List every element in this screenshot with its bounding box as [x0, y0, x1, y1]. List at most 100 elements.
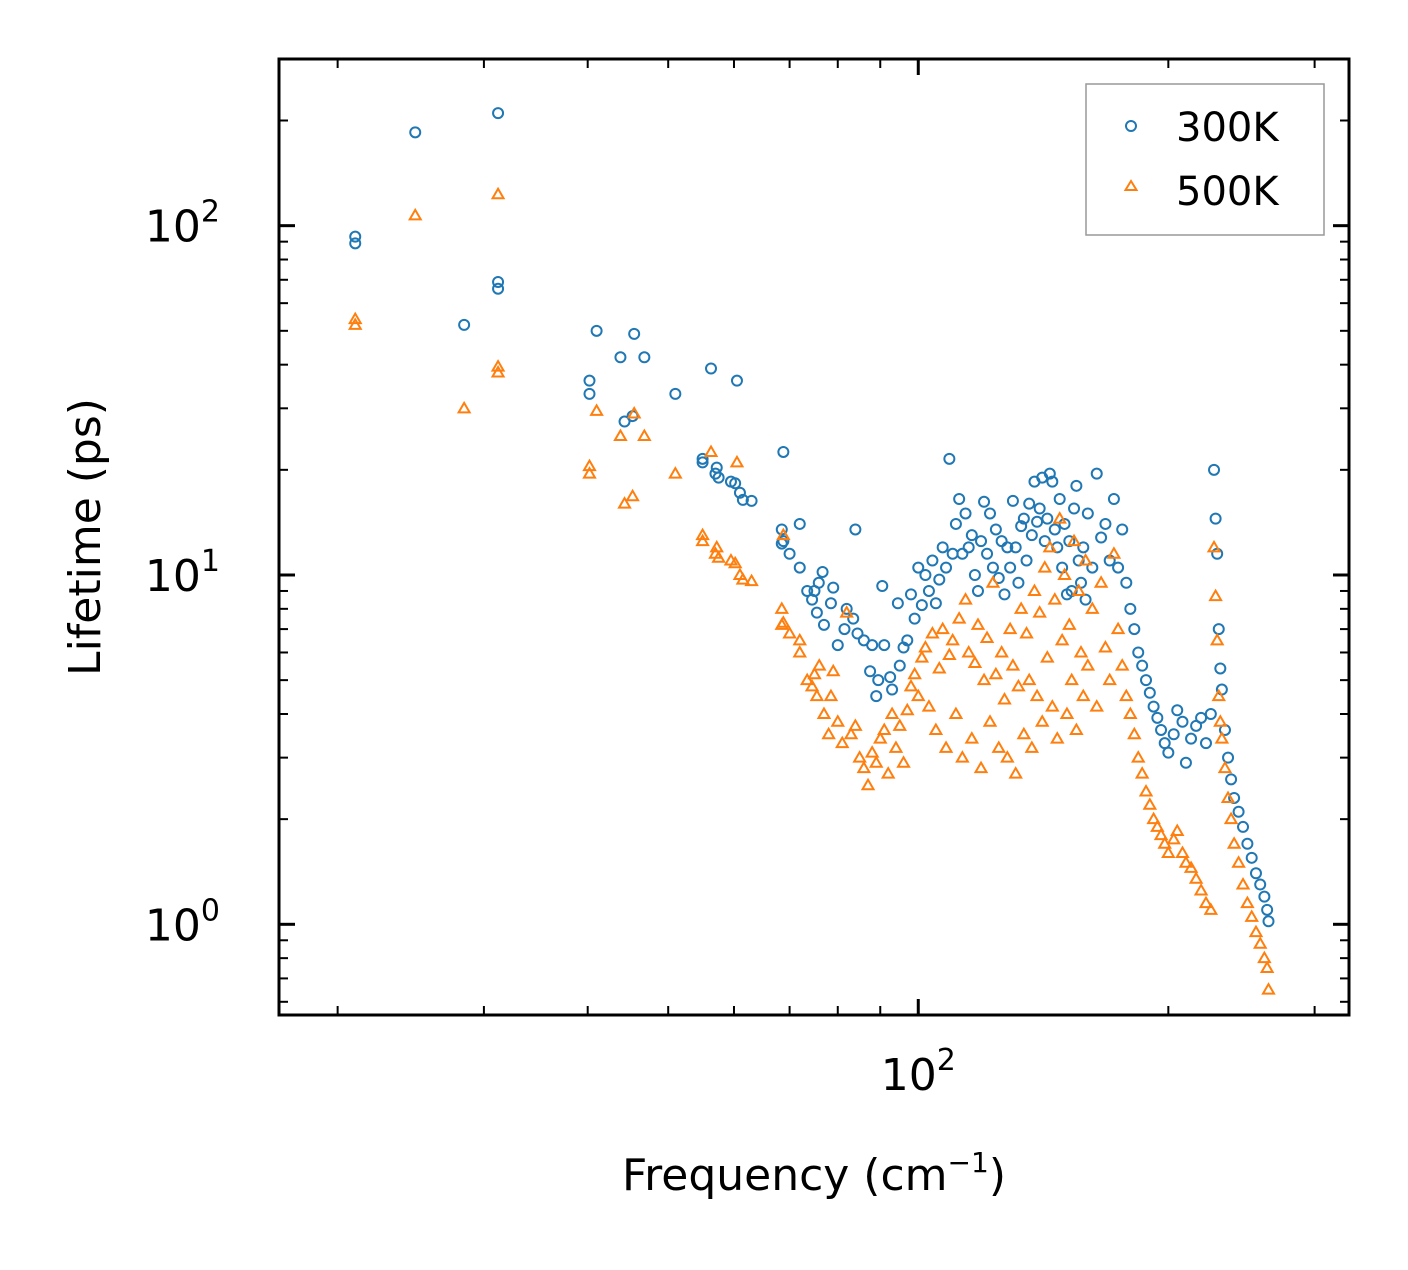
point-500k	[637, 428, 652, 441]
point-500k	[1029, 688, 1045, 702]
point-500k	[782, 625, 797, 639]
point-300k	[1162, 746, 1175, 759]
point-500k	[816, 706, 832, 719]
point-500k	[1066, 533, 1082, 547]
point-500k	[843, 726, 859, 740]
point-500k	[1114, 658, 1130, 671]
point-300k	[583, 387, 596, 400]
point-300k	[801, 584, 814, 597]
y-tick-label: 100	[145, 893, 220, 951]
point-300k	[1015, 520, 1028, 533]
point-500k	[835, 735, 850, 749]
point-500k	[490, 364, 506, 378]
point-300k	[1053, 493, 1066, 506]
point-300k	[1116, 523, 1129, 536]
point-500k	[1213, 714, 1228, 727]
point-500k	[668, 466, 683, 479]
point-300k	[962, 541, 975, 554]
point-500k	[1142, 797, 1158, 810]
y-axis-label: Lifetime (ps)	[60, 398, 111, 676]
point-300k	[926, 554, 939, 567]
point-500k	[1223, 811, 1239, 825]
point-500k	[1002, 621, 1018, 635]
point-300k	[840, 602, 853, 615]
point-500k	[945, 632, 960, 646]
point-500k	[1240, 895, 1255, 909]
point-300k	[618, 415, 631, 428]
point-300k	[1025, 529, 1038, 542]
point-500k	[1203, 902, 1219, 915]
point-300k	[886, 683, 899, 696]
point-500k	[825, 663, 841, 677]
point-300k	[824, 597, 837, 610]
point-300k	[1023, 497, 1036, 510]
point-500k	[1027, 583, 1042, 596]
point-500k	[918, 640, 933, 653]
point-500k	[408, 207, 423, 221]
point-500k	[1059, 706, 1075, 719]
point-500k	[1032, 605, 1047, 618]
point-500k	[821, 726, 836, 740]
point-300k	[989, 523, 1002, 536]
point-300k	[1262, 915, 1275, 928]
point-500k	[896, 755, 911, 768]
point-300k	[1070, 479, 1083, 492]
point-500k	[792, 632, 807, 646]
legend-label-500k: 500K	[1176, 169, 1280, 215]
point-500k	[1024, 740, 1040, 753]
point-500k	[961, 644, 976, 658]
point-300k	[1185, 732, 1198, 745]
point-500k	[976, 672, 992, 686]
point-300k	[1031, 515, 1044, 528]
point-500k	[347, 317, 363, 330]
point-300k	[745, 494, 758, 507]
point-500k	[744, 573, 759, 587]
point-300k	[1222, 751, 1235, 764]
point-300k	[817, 618, 830, 631]
plot-frame	[277, 57, 1351, 1017]
point-300k	[870, 690, 883, 703]
point-500k	[1123, 706, 1138, 719]
point-500k	[776, 527, 791, 541]
point-300k	[1151, 711, 1164, 724]
point-500k	[1220, 790, 1236, 803]
point-500k	[1110, 621, 1126, 635]
point-500k	[973, 760, 989, 774]
point-300k	[953, 493, 966, 506]
point-500k	[1064, 672, 1079, 686]
point-300k	[1081, 507, 1094, 520]
point-500k	[1259, 960, 1275, 973]
point-300k	[1147, 700, 1160, 713]
point-500k	[727, 555, 743, 569]
point-500k	[695, 533, 710, 547]
point-300k	[1155, 723, 1168, 736]
point-300k	[1012, 576, 1025, 589]
point-500k	[1050, 731, 1065, 744]
point-300k	[1079, 593, 1092, 606]
point-300k	[847, 612, 860, 625]
point-500k	[873, 731, 888, 744]
point-300k	[1112, 561, 1125, 574]
point-500k	[991, 740, 1007, 753]
point-500k	[799, 672, 815, 686]
point-500k	[1217, 760, 1233, 774]
point-500k	[955, 750, 970, 763]
point-300k	[1199, 737, 1212, 750]
point-300k	[936, 541, 949, 554]
point-300k	[1140, 674, 1153, 687]
point-300k	[628, 327, 641, 340]
point-500k	[1057, 567, 1072, 580]
point-300k	[949, 517, 962, 530]
point-500k	[958, 592, 973, 605]
point-300k	[777, 445, 790, 458]
point-500k	[880, 766, 896, 779]
legend-label-300k: 300K	[1176, 105, 1280, 151]
point-300k	[1009, 541, 1022, 554]
point-500k	[456, 400, 472, 414]
point-500k	[1093, 575, 1109, 588]
point-500k	[856, 760, 872, 774]
point-500k	[1080, 658, 1096, 671]
point-500k	[932, 660, 947, 674]
point-500k	[729, 454, 745, 468]
point-300k	[1254, 878, 1267, 891]
